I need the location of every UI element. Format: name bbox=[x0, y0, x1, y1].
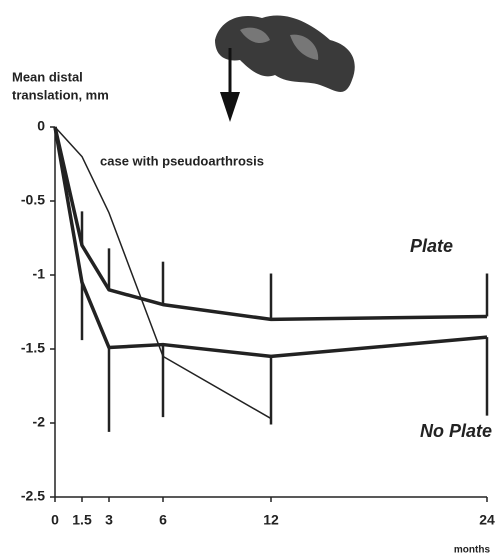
y-tick-label: -2 bbox=[33, 414, 46, 430]
x-axis-label: months bbox=[454, 545, 491, 556]
vertebra-illustration bbox=[215, 15, 355, 122]
x-tick-label: 3 bbox=[105, 512, 113, 528]
x-tick-label: 6 bbox=[159, 512, 167, 528]
y-tick-label: -1 bbox=[33, 266, 46, 282]
y-tick-label: -0.5 bbox=[21, 192, 45, 208]
x-tick-label: 12 bbox=[263, 512, 279, 528]
y-axis-label: Mean distal bbox=[12, 69, 83, 84]
x-tick-label: 1.5 bbox=[72, 512, 92, 528]
y-tick-label: -1.5 bbox=[21, 340, 45, 356]
series-label: Plate bbox=[410, 236, 453, 256]
series-label: case with pseudoarthrosis bbox=[100, 153, 264, 168]
y-tick-label: -2.5 bbox=[21, 488, 45, 504]
y-tick-label: 0 bbox=[37, 118, 45, 134]
chart: Mean distal translation, mm months 0 -0.5 -1 -… bbox=[0, 0, 499, 557]
x-tick-label: 0 bbox=[51, 512, 59, 528]
x-tick-label: 24 bbox=[479, 512, 495, 528]
y-axis-label: translation, mm bbox=[12, 87, 109, 102]
series-label: No Plate bbox=[420, 421, 492, 441]
